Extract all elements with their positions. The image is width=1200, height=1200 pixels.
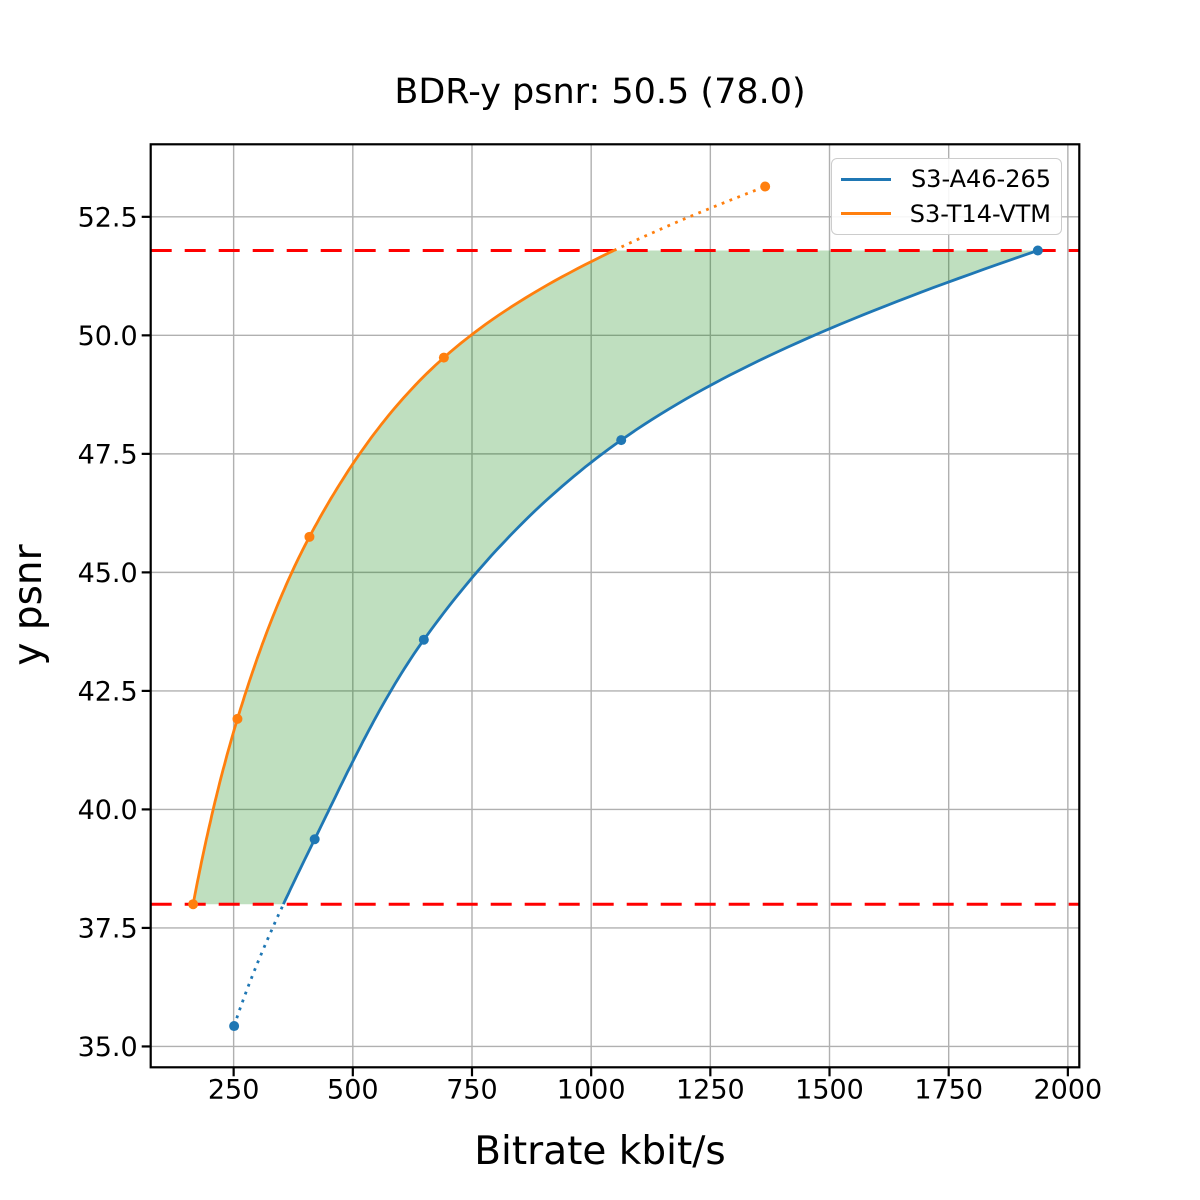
y-tick-label: 47.5	[78, 439, 138, 470]
legend-label: S3-A46-265	[910, 165, 1051, 194]
series-2-point	[304, 531, 315, 542]
legend-line-sample-icon	[841, 177, 891, 181]
series-1-curve-dotted	[232, 903, 285, 1027]
series-1-point	[229, 1021, 240, 1032]
x-tick-label: 250	[208, 1074, 260, 1105]
x-tick-label: 500	[327, 1074, 379, 1105]
x-tick-label: 1750	[914, 1074, 983, 1105]
x-tick-label: 750	[446, 1074, 498, 1105]
y-tick-label: 37.5	[78, 913, 138, 944]
series-1-point	[1032, 245, 1043, 256]
series-1-point	[418, 634, 429, 645]
series-2-curve-dotted	[613, 185, 766, 252]
y-tick-label: 42.5	[78, 676, 138, 707]
chart-title: BDR-y psnr: 50.5 (78.0)	[394, 72, 806, 112]
series-2-curve	[191, 249, 615, 905]
y-axis-label: y psnr	[6, 544, 51, 666]
series-2-point	[232, 713, 243, 724]
series-1-point	[309, 834, 320, 845]
y-tick-label: 45.0	[78, 558, 138, 589]
x-tick-label: 1000	[557, 1074, 626, 1105]
series-1-curve	[282, 249, 1039, 905]
y-tick-label: 50.0	[78, 321, 138, 352]
x-tick-label: 2000	[1034, 1074, 1103, 1105]
x-axis-label: Bitrate kbit/s	[474, 1129, 726, 1174]
series-2-point	[760, 181, 771, 192]
x-tick-label: 1500	[795, 1074, 864, 1105]
y-tick-label: 35.0	[78, 1032, 138, 1063]
y-tick-label: 40.0	[78, 795, 138, 826]
bd-region-fill	[193, 250, 1038, 905]
legend-label: S3-T14-VTM	[909, 199, 1051, 228]
legend-line-sample-icon	[841, 212, 891, 216]
y-tick-label: 52.5	[78, 202, 138, 233]
series-2-point	[188, 899, 199, 910]
legend-item: S3-T14-VTM	[832, 197, 1061, 231]
legend-item: S3-A46-265	[832, 162, 1061, 196]
x-tick-label: 1250	[676, 1074, 745, 1105]
plot-frame	[149, 143, 1081, 1069]
series-2-point	[438, 352, 449, 363]
series-1-point	[616, 435, 627, 446]
legend: S3-A46-265 S3-T14-VTM	[831, 158, 1062, 235]
